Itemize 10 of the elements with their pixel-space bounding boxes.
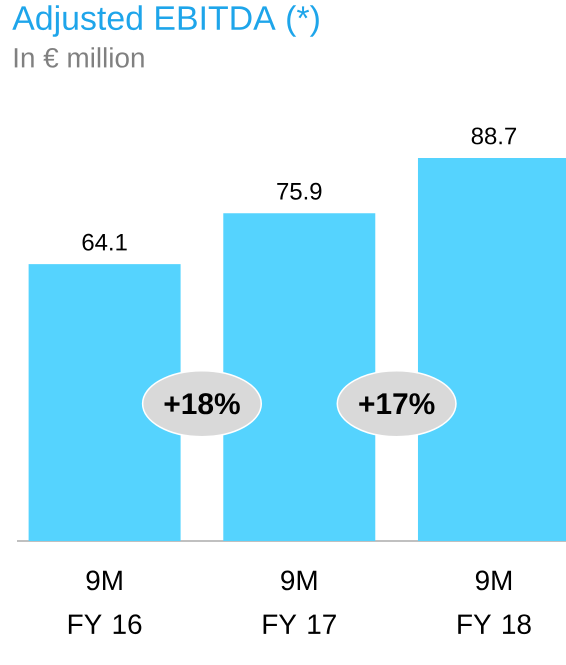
x-tick-label: 9M FY 17 — [264, 570, 336, 634]
data-label: 75.9 — [277, 182, 322, 200]
chart-title: Adjusted EBITDA (*) — [12, 5, 319, 37]
annotation: +17% — [359, 393, 434, 414]
x-tick-label: 9M FY 18 — [458, 570, 531, 634]
annotation: +18% — [164, 393, 240, 414]
data-label: 64.1 — [82, 234, 127, 251]
data-label: 88.7 — [472, 128, 516, 144]
chart-subtitle: In € million — [14, 47, 144, 68]
x-tick-label: 9M FY 16 — [68, 570, 142, 634]
